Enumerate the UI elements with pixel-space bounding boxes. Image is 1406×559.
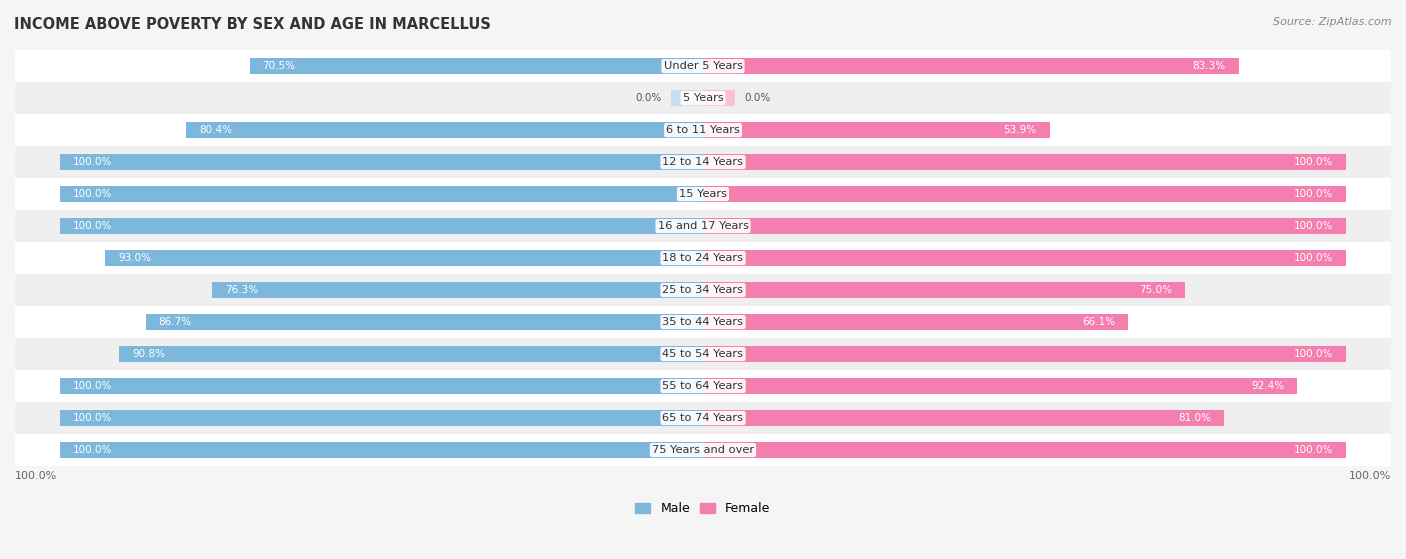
Text: 75 Years and over: 75 Years and over xyxy=(652,445,754,455)
Text: 70.5%: 70.5% xyxy=(263,61,295,71)
Bar xyxy=(0,178,1406,210)
Text: 25 to 34 Years: 25 to 34 Years xyxy=(662,285,744,295)
Bar xyxy=(105,250,703,267)
Text: 100.0%: 100.0% xyxy=(1348,471,1391,481)
Legend: Male, Female: Male, Female xyxy=(630,497,776,520)
Text: 18 to 24 Years: 18 to 24 Years xyxy=(662,253,744,263)
Text: 100.0%: 100.0% xyxy=(73,445,112,455)
Bar xyxy=(0,114,1406,146)
Text: 100.0%: 100.0% xyxy=(73,157,112,167)
Text: 5 Years: 5 Years xyxy=(683,93,723,103)
Bar xyxy=(186,122,703,139)
Bar xyxy=(703,58,1239,74)
Text: 6 to 11 Years: 6 to 11 Years xyxy=(666,125,740,135)
Bar xyxy=(0,242,1406,274)
Text: 81.0%: 81.0% xyxy=(1178,413,1211,423)
Bar xyxy=(703,250,1346,267)
Bar xyxy=(60,154,703,170)
Bar xyxy=(60,186,703,202)
Text: 100.0%: 100.0% xyxy=(1294,349,1333,359)
Bar xyxy=(703,186,1346,202)
Bar xyxy=(703,346,1346,362)
Bar xyxy=(0,146,1406,178)
Bar xyxy=(60,410,703,427)
Text: 12 to 14 Years: 12 to 14 Years xyxy=(662,157,744,167)
Text: 83.3%: 83.3% xyxy=(1192,61,1226,71)
Bar xyxy=(0,338,1406,370)
Bar xyxy=(212,282,703,299)
Text: 65 to 74 Years: 65 to 74 Years xyxy=(662,413,744,423)
Bar xyxy=(703,154,1346,170)
Bar xyxy=(0,306,1406,338)
Bar xyxy=(703,314,1128,330)
Bar xyxy=(703,410,1223,427)
Text: 100.0%: 100.0% xyxy=(1294,445,1333,455)
Text: 35 to 44 Years: 35 to 44 Years xyxy=(662,317,744,327)
Text: 55 to 64 Years: 55 to 64 Years xyxy=(662,381,744,391)
Bar xyxy=(703,90,735,106)
Bar xyxy=(60,218,703,234)
Text: 100.0%: 100.0% xyxy=(15,471,58,481)
Text: 16 and 17 Years: 16 and 17 Years xyxy=(658,221,748,231)
Text: 92.4%: 92.4% xyxy=(1251,381,1284,391)
Bar xyxy=(250,58,703,74)
Text: 100.0%: 100.0% xyxy=(1294,157,1333,167)
Text: 15 Years: 15 Years xyxy=(679,189,727,199)
Bar xyxy=(0,370,1406,402)
Text: 93.0%: 93.0% xyxy=(118,253,150,263)
Bar xyxy=(60,378,703,394)
Bar xyxy=(0,210,1406,242)
Text: 90.8%: 90.8% xyxy=(132,349,165,359)
Text: 100.0%: 100.0% xyxy=(73,413,112,423)
Text: 100.0%: 100.0% xyxy=(73,221,112,231)
Text: 86.7%: 86.7% xyxy=(159,317,191,327)
Bar xyxy=(146,314,703,330)
Text: Under 5 Years: Under 5 Years xyxy=(664,61,742,71)
Text: 76.3%: 76.3% xyxy=(225,285,259,295)
Text: 66.1%: 66.1% xyxy=(1083,317,1115,327)
Bar xyxy=(703,218,1346,234)
Text: 100.0%: 100.0% xyxy=(73,189,112,199)
Bar xyxy=(671,90,703,106)
Bar xyxy=(0,82,1406,114)
Text: 100.0%: 100.0% xyxy=(73,381,112,391)
Bar xyxy=(120,346,703,362)
Bar xyxy=(703,378,1298,394)
Text: 53.9%: 53.9% xyxy=(1004,125,1036,135)
Bar xyxy=(0,434,1406,466)
Text: 45 to 54 Years: 45 to 54 Years xyxy=(662,349,744,359)
Text: Source: ZipAtlas.com: Source: ZipAtlas.com xyxy=(1274,17,1392,27)
Text: 100.0%: 100.0% xyxy=(1294,253,1333,263)
Text: 100.0%: 100.0% xyxy=(1294,189,1333,199)
Bar xyxy=(60,442,703,458)
Bar xyxy=(0,274,1406,306)
Bar xyxy=(0,402,1406,434)
Bar xyxy=(703,282,1185,299)
Text: 100.0%: 100.0% xyxy=(1294,221,1333,231)
Text: 0.0%: 0.0% xyxy=(636,93,661,103)
Text: 75.0%: 75.0% xyxy=(1139,285,1173,295)
Text: 80.4%: 80.4% xyxy=(198,125,232,135)
Bar xyxy=(703,442,1346,458)
Text: 0.0%: 0.0% xyxy=(745,93,770,103)
Text: INCOME ABOVE POVERTY BY SEX AND AGE IN MARCELLUS: INCOME ABOVE POVERTY BY SEX AND AGE IN M… xyxy=(14,17,491,32)
Bar xyxy=(0,50,1406,82)
Bar xyxy=(703,122,1049,139)
